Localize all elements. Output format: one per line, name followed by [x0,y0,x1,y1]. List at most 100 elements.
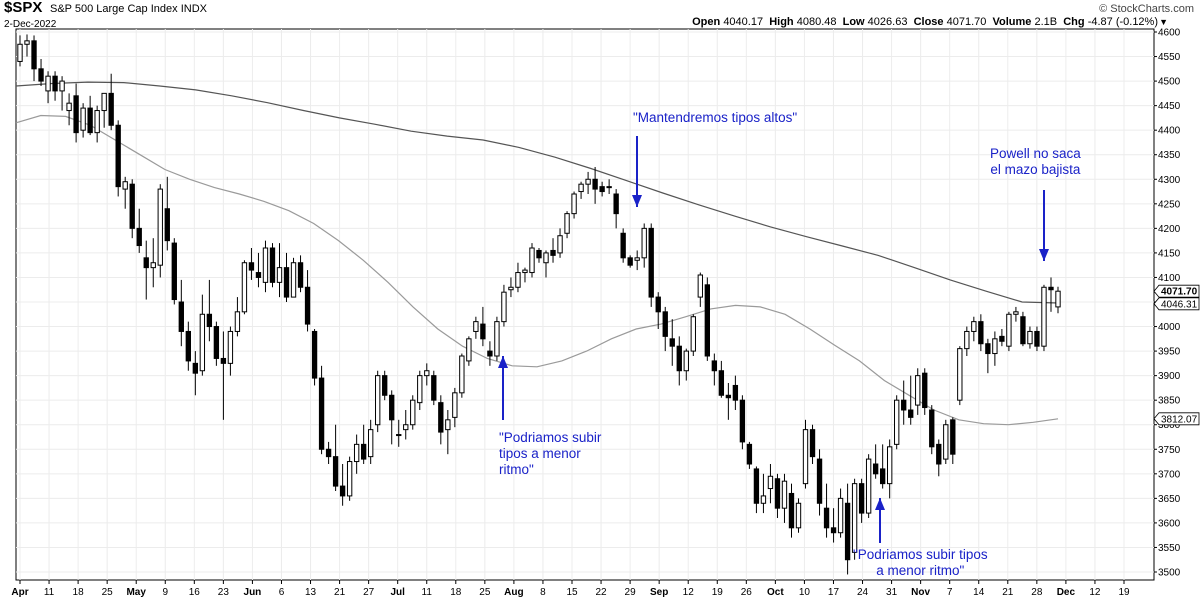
candle-body [171,242,177,301]
ma-short-tag: 3812.07 [1161,414,1198,425]
candle-body [80,107,86,131]
x-tick-label: 17 [828,587,840,598]
candle-body [431,375,437,401]
candle-body [73,95,79,134]
candle-body [1041,286,1047,347]
candle-body [1013,311,1019,315]
ma-long-tag-box [1153,297,1200,311]
candle-body [115,124,121,188]
last-close-tag-box [1153,284,1200,298]
candle-body [929,409,935,448]
candle-body [164,208,170,242]
candle-body [304,286,311,325]
symbol-label: $SPX [4,0,43,16]
candle-body [94,110,100,134]
candle-body [375,375,381,426]
candle-body [122,181,128,190]
candle-body [957,348,963,401]
candle-body [872,463,879,475]
candle-body [529,247,535,274]
high-value: 4080.48 [796,16,837,28]
x-tick-label: Apr [11,587,28,598]
candle-body [368,429,374,458]
candle-body [382,375,388,396]
x-tick-label: 15 [566,587,578,598]
candle-body [851,483,858,553]
candle-body [241,262,248,313]
instrument-name: S&P 500 Large Cap Index INDX [50,3,207,15]
x-tick-label: 26 [741,587,753,598]
candle-body [276,267,283,283]
plot-area [15,28,1155,581]
candle-body [753,468,760,504]
candle-body [438,402,444,433]
dropdown-arrow-icon[interactable]: ▼ [1159,17,1168,27]
candle-body [543,252,549,264]
candle-body [550,249,556,256]
x-tick-label: 12 [1089,587,1101,598]
x-tick-label: 10 [799,587,811,598]
candle-body [508,286,514,291]
candle-body [31,40,37,70]
candle-body [290,262,297,298]
y-tick-label: 3900 [1158,371,1181,382]
candle-body [936,443,942,465]
low-value: 4026.63 [867,16,908,28]
candle-body [620,232,626,259]
x-tick-label: 23 [218,587,230,598]
candle-body [1006,313,1012,347]
annotation-line: "Podriamos subir [499,430,602,445]
y-tick-label: 4550 [1158,52,1181,63]
candle-body [283,267,290,298]
arrow-up-oct-head [875,498,885,510]
y-tick-label: 4100 [1158,273,1181,284]
x-tick-label: 19 [1118,587,1130,598]
candle-body [978,321,984,345]
candle-body [38,68,44,82]
y-tick-label: 4000 [1158,322,1181,333]
candle-body [480,323,486,340]
y-tick-label: 3850 [1158,396,1181,407]
volume-value: 2.1B [1034,16,1058,28]
candle-body [339,485,346,497]
candle-body [557,235,563,254]
candle-body [297,262,304,288]
candle-body [522,269,528,274]
last-close-tag: 4071.70 [1161,287,1198,298]
candle-body [213,326,220,359]
annotation-line: a menor ritmo" [876,563,965,578]
x-tick-label: 9 [162,587,168,598]
volume-label: Volume [992,16,1032,28]
x-tick-label: 19 [712,587,724,598]
candle-body [353,443,360,463]
x-tick-label: 21 [1002,587,1014,598]
candle-body [894,399,900,445]
x-tick-label: 25 [479,587,491,598]
candle-body [487,350,493,357]
candle-body [774,478,781,509]
annotation-aug-jackson-hole: "Mantendremos tipos altos" [633,110,797,126]
candle-body [410,399,416,426]
candle-body [788,492,795,529]
candle-body [802,429,809,485]
annotation-line: "Podriamos subir tipos [853,547,988,562]
candle-body [199,313,206,372]
candle-body [816,458,823,504]
candle-body [683,350,689,372]
exchange-label: INDX [180,3,207,15]
annotation-line: el mazo bajista [990,162,1081,177]
arrow-up-may-head [498,356,508,368]
candle-body [641,227,647,259]
x-tick-label: 27 [363,587,375,598]
x-tick-label: 31 [886,587,898,598]
y-tick-label: 3600 [1158,518,1181,529]
candle-body [417,375,423,404]
candle-body [964,330,970,350]
candle-body [466,338,472,362]
candle-body [318,377,325,450]
candle-body [634,257,640,261]
x-tick-label: 21 [334,587,346,598]
candle-body [248,262,255,271]
candle-body [627,257,633,266]
